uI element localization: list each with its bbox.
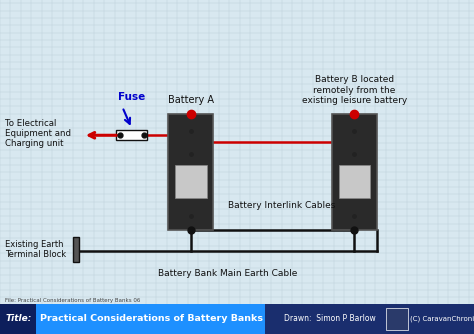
Bar <box>0 304 36 334</box>
Bar <box>73 237 79 262</box>
Bar <box>175 165 207 198</box>
Bar <box>386 308 408 330</box>
Text: Title:: Title: <box>6 315 32 323</box>
Text: Fuse: Fuse <box>118 92 146 102</box>
Bar <box>117 130 147 140</box>
Text: Drawn:  Simon P Barlow: Drawn: Simon P Barlow <box>284 315 376 323</box>
Text: Battery B located
remotely from the
existing leisure battery: Battery B located remotely from the exis… <box>301 75 407 105</box>
Text: Battery A: Battery A <box>168 95 214 105</box>
Bar <box>168 114 213 230</box>
Text: File: Practical Considerations of Battery Banks 06: File: Practical Considerations of Batter… <box>5 298 140 303</box>
Text: To Electrical
Equipment and
Charging unit: To Electrical Equipment and Charging uni… <box>5 119 71 149</box>
Text: Existing Earth
Terminal Block: Existing Earth Terminal Block <box>5 240 66 260</box>
Bar <box>332 114 377 230</box>
Bar <box>0 304 265 334</box>
Bar <box>0 304 474 334</box>
Bar <box>338 165 370 198</box>
Text: Battery Bank Main Earth Cable: Battery Bank Main Earth Cable <box>158 269 297 278</box>
Text: (C) CaravanChronicles.com: (C) CaravanChronicles.com <box>410 316 474 322</box>
Text: Practical Considerations of Battery Banks: Practical Considerations of Battery Bank… <box>40 315 263 323</box>
Text: Battery Interlink Cables: Battery Interlink Cables <box>228 201 336 210</box>
